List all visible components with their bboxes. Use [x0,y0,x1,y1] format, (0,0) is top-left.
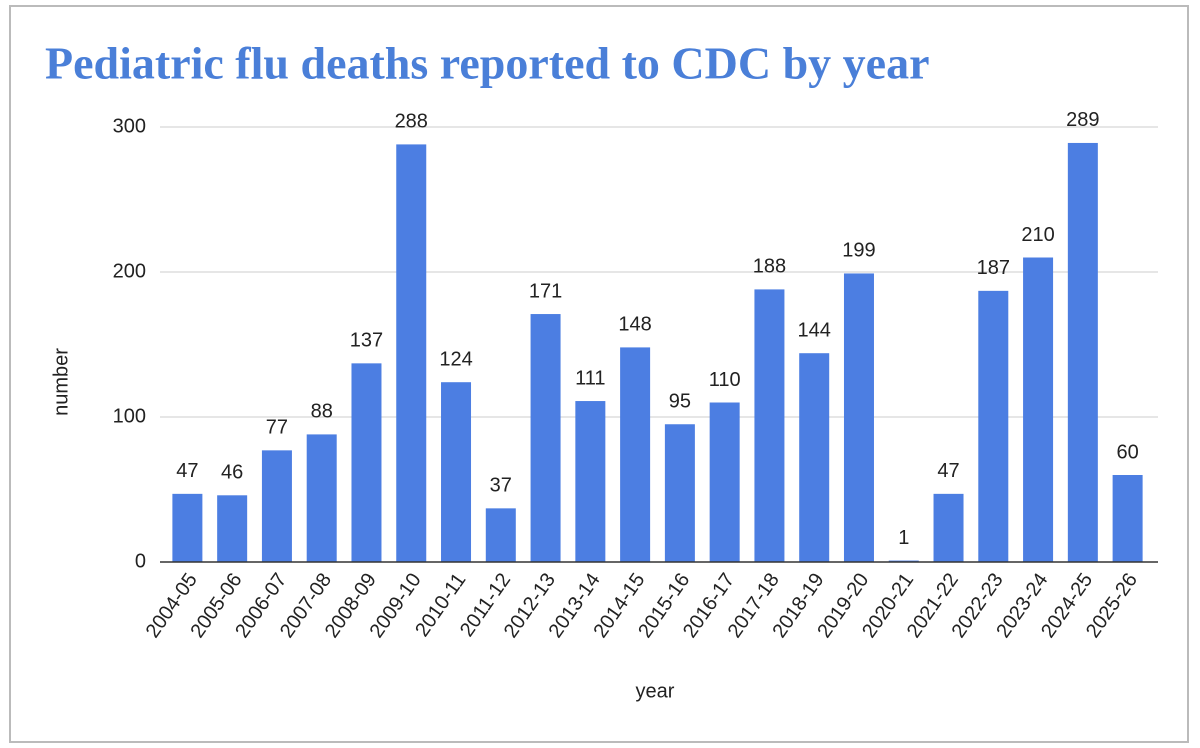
bar [843,273,874,562]
bar [1023,257,1054,562]
bar [261,450,292,562]
data-label: 95 [669,391,691,413]
bar [799,353,830,562]
x-axis-label: year [636,680,675,702]
data-label: 144 [798,319,831,341]
data-label: 60 [1116,441,1138,463]
bar [1067,142,1098,562]
y-tick-label: 300 [113,115,146,137]
data-label: 77 [266,417,288,439]
data-label: 37 [490,475,512,497]
chart-title: Pediatric flu deaths reported to CDC by … [45,38,930,89]
bar [754,289,785,562]
bar [933,493,964,562]
data-label: 124 [439,348,472,370]
bar [978,290,1009,562]
data-label: 1 [898,527,909,549]
bar [441,382,472,562]
y-tick-label: 100 [113,405,146,427]
bar [396,144,427,562]
data-label: 148 [618,314,651,336]
bar [620,347,651,562]
bar [485,508,516,562]
bar [306,434,337,562]
data-label: 188 [753,256,786,278]
data-label: 47 [176,460,198,482]
bar [530,314,561,562]
bar [217,495,248,562]
y-tick-label: 0 [135,550,146,572]
data-label: 187 [977,257,1010,279]
bar [664,424,695,562]
bar [351,363,382,562]
bar [172,493,203,562]
bar [709,402,740,562]
data-label: 199 [842,240,875,262]
data-label: 47 [937,460,959,482]
data-label: 88 [311,401,333,423]
y-axis-label: number [50,348,72,416]
data-label: 110 [709,369,741,391]
data-label: 111 [575,367,605,389]
bar [575,401,606,562]
data-label: 210 [1021,224,1054,246]
y-tick-label: 200 [113,260,146,282]
bar [1112,475,1143,562]
data-label: 288 [395,111,428,133]
data-label: 137 [350,330,383,352]
data-label: 289 [1066,109,1099,131]
data-label: 171 [529,280,562,302]
data-label: 46 [221,462,243,484]
